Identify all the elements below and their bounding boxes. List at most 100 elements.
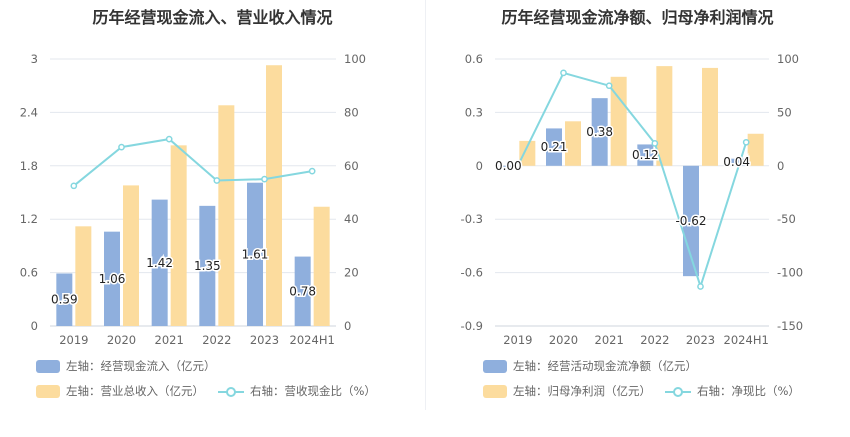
bar-primary [591, 98, 608, 166]
data-label: 0.12 [632, 148, 659, 162]
data-label: 1.61 [242, 247, 269, 261]
line-point [651, 140, 659, 147]
bar-primary [199, 205, 216, 326]
y-left-tick-label: 0 [31, 319, 38, 333]
y-left-tick-label: -0.3 [461, 212, 483, 226]
line-series [516, 71, 748, 290]
y-left-tick-label: -0.9 [461, 319, 483, 333]
legend-item-revenue[interactable]: 左轴：营业总收入（亿元） [36, 383, 204, 399]
line-point [514, 162, 522, 170]
line-point [118, 143, 125, 151]
left-chart-panel: 历年经营现金流入、营业收入情况 0 0 0.6 20 1.2 40 1.8 60 2.4 80 3 1… [20, 8, 390, 399]
legend-row-2: 左轴：归母净利润（亿元） 右轴：净现比（%） [483, 383, 814, 399]
y-right-tick-label: -150 [777, 319, 803, 333]
x-tick-label: 2020 [107, 333, 136, 347]
x-tick-label: 2021 [155, 333, 184, 347]
legend-item-net-profit[interactable]: 左轴：归母净利润（亿元） [483, 383, 651, 399]
legend-item-revenue-cash-ratio[interactable]: 右轴：营收现金比（%） [218, 383, 376, 399]
bar-secondary [266, 65, 282, 326]
data-label: -0.62 [675, 214, 706, 228]
line-point [605, 82, 613, 90]
right-chart-panel: 历年经营现金流净额、归母净利润情况 -0.9 -150 -0.6 -100 -0.3 -5… [425, 0, 850, 437]
legend-label: 左轴：经营活动现金流净额（亿元） [513, 359, 697, 373]
y-right-tick-label: -50 [777, 212, 796, 226]
legend-item-net-cashflow[interactable]: 左轴：经营活动现金流净额（亿元） [483, 358, 697, 374]
data-label: 0.38 [586, 125, 613, 139]
bar-secondary [218, 105, 235, 326]
y-right-tick-label: 100 [777, 52, 799, 66]
legend-row-1: 左轴：经营现金流入（亿元） [36, 358, 230, 374]
data-label: 0.59 [51, 293, 78, 307]
data-label: 1.42 [146, 256, 173, 270]
legend-label: 左轴：经营现金流入（亿元） [66, 359, 216, 373]
y-right-tick-label: 0 [777, 159, 784, 173]
chart-title: 历年经营现金流入、营业收入情况 [92, 8, 333, 27]
legend-row-1: 左轴：经营活动现金流净额（亿元） [483, 358, 711, 374]
y-right-tick-label: -100 [777, 266, 803, 280]
bar-primary [104, 231, 120, 326]
panel-divider [425, 0, 426, 410]
legend-swatch-orange [36, 384, 60, 398]
data-label: 0.21 [541, 140, 568, 154]
bar-secondary [123, 185, 139, 326]
data-label: 0.00 [495, 159, 522, 173]
legend-item-cash-inflow[interactable]: 左轴：经营现金流入（亿元） [36, 358, 216, 374]
bar-primary [247, 182, 263, 326]
y-left-tick-label: 0.6 [20, 266, 38, 280]
line-point [308, 167, 316, 175]
y-left-tick-label: 1.8 [20, 159, 38, 173]
line-point [560, 69, 567, 77]
bar-primary [683, 165, 699, 277]
bar-secondary [313, 206, 330, 326]
bar-primary [546, 128, 562, 166]
line-point [742, 138, 750, 146]
cashflow-revenue-chart: 0 0 0.6 20 1.2 40 1.8 60 2.4 80 3 100 2019 2020 2021 20… [20, 52, 366, 347]
x-tick-label: 2023 [250, 333, 279, 347]
net-cashflow-profit-chart: -0.9 -150 -0.6 -100 -0.3 -50 0 0 0.3 50 0.6 100 2019… [461, 52, 804, 347]
bar-primary [637, 144, 654, 166]
bar-secondary [519, 140, 536, 166]
legend-row-2: 左轴：营业总收入（亿元） 右轴：营收现金比（%） [36, 383, 390, 399]
line-point [165, 135, 173, 143]
bar-primary [728, 158, 745, 166]
x-tick-label: 2019 [59, 333, 88, 347]
x-tick-label: 2019 [503, 333, 532, 347]
line-point [213, 177, 221, 184]
bar-primary [500, 165, 517, 167]
chart-title: 历年经营现金流净额、归母净利润情况 [501, 8, 774, 27]
line-point [70, 182, 78, 190]
y-left-tick-label: 1.2 [20, 212, 38, 226]
x-tick-label: 2022 [640, 333, 669, 347]
legend-item-net-cash-ratio[interactable]: 右轴：净现比（%） [665, 383, 800, 399]
bar-secondary [747, 133, 764, 166]
y-left-tick-label: 0.3 [465, 105, 483, 119]
line-series [73, 138, 313, 187]
legend-swatch-blue [36, 359, 60, 373]
x-tick-label: 2020 [549, 333, 578, 347]
y-left-tick-label: 2.4 [20, 105, 38, 119]
data-label: 1.35 [194, 259, 221, 273]
x-tick-label: 2024H1 [290, 333, 335, 347]
x-tick-label: 2022 [202, 333, 231, 347]
y-right-tick-label: 20 [344, 266, 359, 280]
y-right-tick-label: 80 [344, 105, 359, 119]
y-left-tick-label: 0.6 [465, 52, 483, 66]
y-right-tick-label: 0 [344, 319, 351, 333]
y-right-tick-label: 40 [344, 212, 359, 226]
bar-secondary [170, 145, 187, 326]
x-tick-label: 2023 [686, 333, 715, 347]
legend-label: 右轴：净现比（%） [697, 384, 800, 398]
x-tick-label: 2021 [595, 333, 624, 347]
legend-line-icon [665, 385, 691, 398]
data-label: 0.04 [723, 155, 750, 169]
data-label: 0.78 [289, 284, 316, 298]
x-tick-label: 2024H1 [724, 333, 769, 347]
legend-swatch-blue [483, 359, 507, 373]
legend-line-icon [218, 385, 244, 398]
bar-primary [56, 273, 73, 326]
bar-primary [294, 256, 311, 326]
y-left-tick-label: 0 [476, 159, 483, 173]
bar-primary [151, 199, 168, 326]
y-right-tick-label: 100 [344, 52, 366, 66]
bar-secondary [565, 121, 581, 166]
